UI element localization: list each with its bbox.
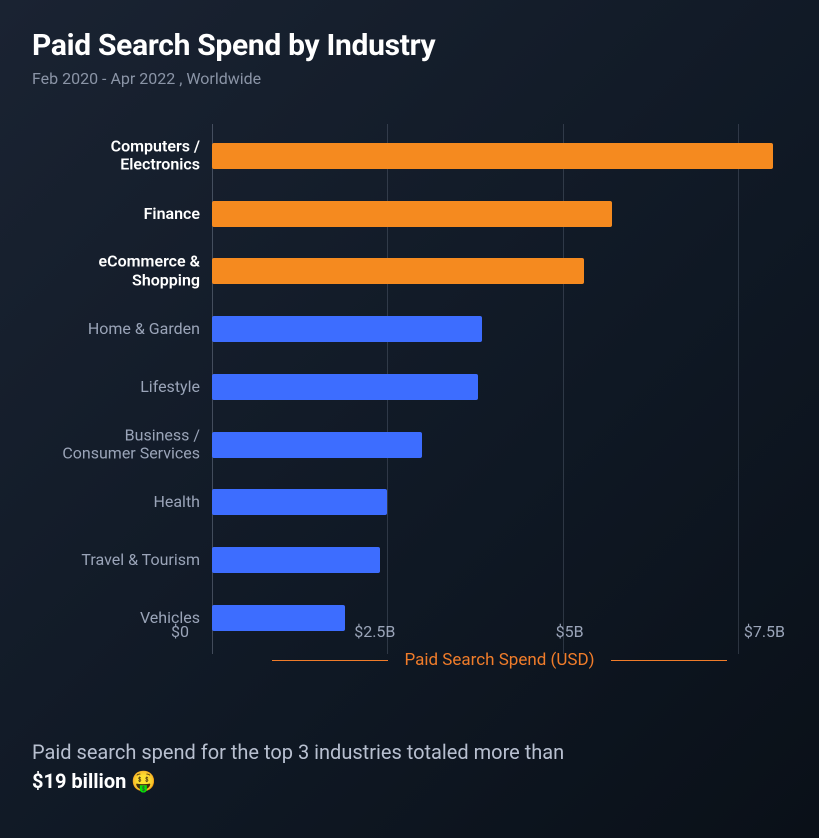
bar: [212, 374, 478, 400]
chart-title: Paid Search Spend by Industry: [32, 28, 787, 63]
chart-subtitle: Feb 2020 - Apr 2022 , Worldwide: [32, 69, 787, 88]
x-axis-rule-right: [611, 660, 727, 661]
bar: [212, 489, 387, 515]
bar: [212, 143, 773, 169]
x-tick-label: $2.5B: [354, 622, 395, 641]
category-label: Business / Consumer Services: [62, 426, 200, 463]
category-label: Computers / Electronics: [111, 137, 200, 174]
caption-emoji: 🤑: [131, 769, 156, 793]
chart-area: Computers / Electronics Finance eCommerce …: [32, 124, 787, 654]
bar: [212, 432, 422, 458]
category-label: Health: [153, 493, 200, 511]
x-axis-rule-left: [272, 660, 388, 661]
category-label: Travel & Tourism: [81, 551, 200, 569]
x-tick-label: $7.5B: [744, 622, 785, 641]
bar: [212, 201, 612, 227]
bar: [212, 258, 584, 284]
category-label: eCommerce & Shopping: [99, 253, 200, 290]
grid-line: [738, 124, 739, 654]
caption: Paid search spend for the top 3 industri…: [32, 738, 779, 796]
category-label: Lifestyle: [140, 378, 200, 396]
caption-strong: $19 billion: [32, 769, 126, 793]
x-axis-title: Paid Search Spend (USD): [404, 650, 594, 670]
x-tick-label: $0: [171, 622, 189, 641]
y-axis-labels: Computers / Electronics Finance eCommerce …: [32, 124, 212, 654]
caption-lead: Paid search spend for the top 3 industri…: [32, 740, 564, 764]
x-axis-ticks: $0$2.5B$5B$7.5B: [180, 622, 819, 646]
bar: [212, 547, 380, 573]
category-label: Home & Garden: [88, 320, 200, 338]
category-label: Finance: [144, 204, 200, 222]
x-tick-label: $5B: [556, 622, 584, 641]
bar: [212, 316, 482, 342]
plot-region: [212, 124, 787, 654]
